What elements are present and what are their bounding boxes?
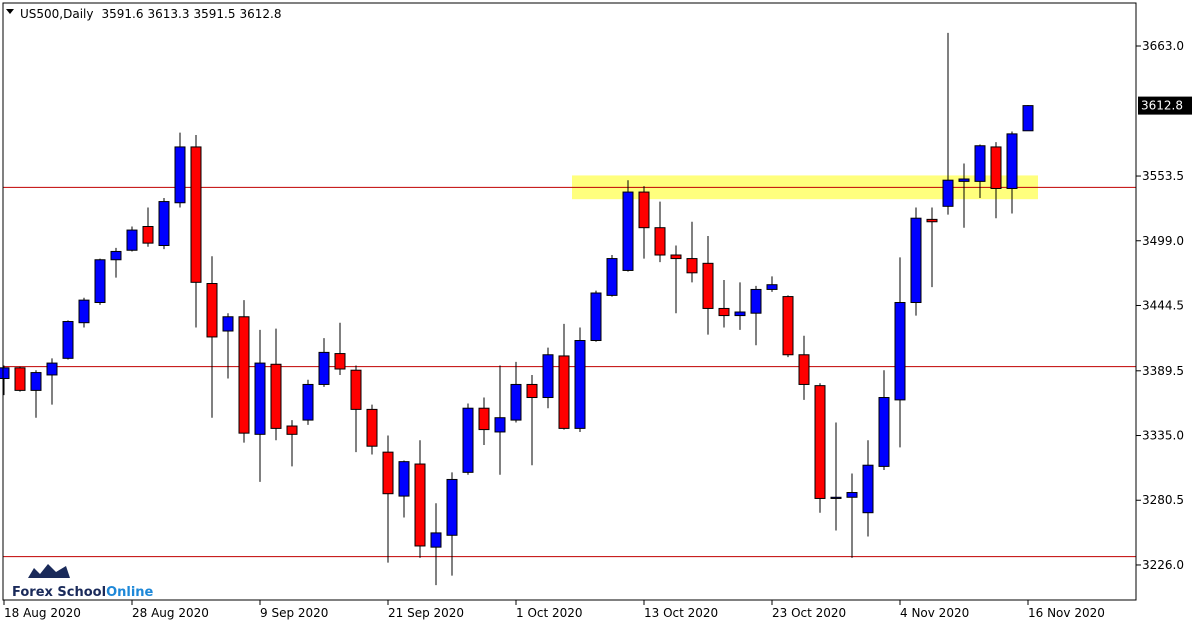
plot-area bbox=[0, 32, 1136, 586]
candle-body bbox=[46, 362, 58, 376]
candle-body bbox=[462, 407, 474, 473]
candle-body bbox=[910, 217, 922, 304]
candle-body bbox=[94, 259, 106, 304]
y-tick-label: 3553.5 bbox=[1142, 169, 1184, 183]
candle-body bbox=[958, 178, 970, 182]
candle-body bbox=[382, 451, 394, 495]
candle-body bbox=[270, 363, 282, 429]
y-tick-label: 3389.5 bbox=[1142, 364, 1184, 378]
candle-body bbox=[30, 372, 42, 391]
close-value: 3612.8 bbox=[239, 7, 281, 21]
candle-body bbox=[430, 532, 442, 548]
candle-body bbox=[782, 296, 794, 356]
candle-body bbox=[286, 425, 298, 435]
candle-body bbox=[974, 145, 986, 182]
candle-body bbox=[206, 283, 218, 338]
candle-body bbox=[686, 258, 698, 274]
candle-body bbox=[654, 227, 666, 256]
candle-body bbox=[814, 385, 826, 499]
candle-body bbox=[766, 284, 778, 290]
candle-body bbox=[526, 383, 538, 399]
y-tick-label: 3444.5 bbox=[1142, 298, 1184, 312]
x-tick-label: 28 Aug 2020 bbox=[132, 606, 209, 620]
candle-body bbox=[830, 496, 842, 499]
candle-body bbox=[414, 463, 426, 547]
candle-body bbox=[62, 321, 74, 359]
candle-body bbox=[734, 311, 746, 317]
x-tick-label: 16 Nov 2020 bbox=[1028, 606, 1105, 620]
candle-body bbox=[702, 262, 714, 309]
candle-body bbox=[110, 250, 122, 261]
x-tick-label: 18 Aug 2020 bbox=[4, 606, 81, 620]
candle-body bbox=[590, 292, 602, 342]
candle-body bbox=[126, 229, 138, 251]
chart-title: US500,Daily bbox=[20, 7, 93, 21]
price-box bbox=[1138, 96, 1192, 115]
y-tick-label: 3335.0 bbox=[1142, 429, 1184, 443]
logo-main: Forex School bbox=[12, 585, 106, 600]
candle-body bbox=[190, 146, 202, 283]
x-tick-label: 21 Sep 2020 bbox=[388, 606, 464, 620]
candle-body bbox=[302, 383, 314, 421]
logo-icon bbox=[28, 564, 70, 578]
candle-body bbox=[638, 191, 650, 229]
candle-body bbox=[1022, 105, 1034, 132]
candle-body bbox=[318, 351, 330, 385]
candle-body bbox=[878, 397, 890, 467]
candle-body bbox=[942, 179, 954, 207]
candle-body bbox=[222, 316, 234, 332]
candle-body bbox=[750, 288, 762, 314]
candle-body bbox=[574, 340, 586, 429]
candle-body bbox=[446, 478, 458, 536]
candle-body bbox=[334, 353, 346, 370]
watermark: Forex SchoolOnline bbox=[12, 564, 154, 600]
candle-body bbox=[622, 191, 634, 271]
candle-body bbox=[846, 492, 858, 498]
y-tick-label: 3499.0 bbox=[1142, 234, 1184, 248]
candle-body bbox=[174, 146, 186, 204]
x-tick-label: 9 Sep 2020 bbox=[260, 606, 328, 620]
candle-body bbox=[78, 299, 90, 324]
candle-body bbox=[254, 362, 266, 435]
candle-body bbox=[558, 355, 570, 429]
candle-body bbox=[926, 218, 938, 223]
candle-body bbox=[158, 201, 170, 247]
logo-text: Forex SchoolOnline bbox=[12, 585, 154, 600]
price-label: 3612.8 bbox=[1141, 99, 1183, 113]
candle-body bbox=[14, 367, 26, 391]
candle-body bbox=[366, 408, 378, 447]
open-value: 3591.6 bbox=[101, 7, 143, 21]
x-tick-label: 4 Nov 2020 bbox=[900, 606, 969, 620]
candle-body bbox=[350, 369, 362, 410]
candle-body bbox=[510, 383, 522, 421]
candle-body bbox=[398, 461, 410, 497]
candle-body bbox=[990, 146, 1002, 190]
menu-arrow[interactable] bbox=[6, 9, 14, 14]
x-tick-label: 1 Oct 2020 bbox=[516, 606, 583, 620]
low-value: 3591.5 bbox=[193, 7, 235, 21]
candle-body bbox=[862, 464, 874, 514]
candle-body bbox=[718, 307, 730, 317]
candle-body bbox=[606, 258, 618, 296]
logo-accent: Online bbox=[106, 585, 153, 600]
x-tick-label: 13 Oct 2020 bbox=[644, 606, 718, 620]
candle-body bbox=[142, 226, 154, 244]
candle-body bbox=[0, 367, 10, 380]
candle-body bbox=[670, 254, 682, 260]
candle-body bbox=[894, 302, 906, 401]
candle-body bbox=[1006, 133, 1018, 190]
y-tick-label: 3226.0 bbox=[1142, 558, 1184, 572]
plot-frame bbox=[2, 2, 1137, 601]
high-value: 3613.3 bbox=[147, 7, 189, 21]
candle-body bbox=[542, 354, 554, 399]
candle-body bbox=[798, 354, 810, 385]
candle-body bbox=[478, 407, 490, 431]
y-tick-label: 3280.5 bbox=[1142, 493, 1184, 507]
chart-header: US500,Daily 3591.6 3613.3 3591.5 3612.8 bbox=[20, 7, 281, 21]
candle-body bbox=[238, 316, 250, 434]
x-tick-label: 23 Oct 2020 bbox=[772, 606, 846, 620]
y-tick-label: 3663.0 bbox=[1142, 39, 1184, 53]
candle-body bbox=[494, 417, 506, 433]
